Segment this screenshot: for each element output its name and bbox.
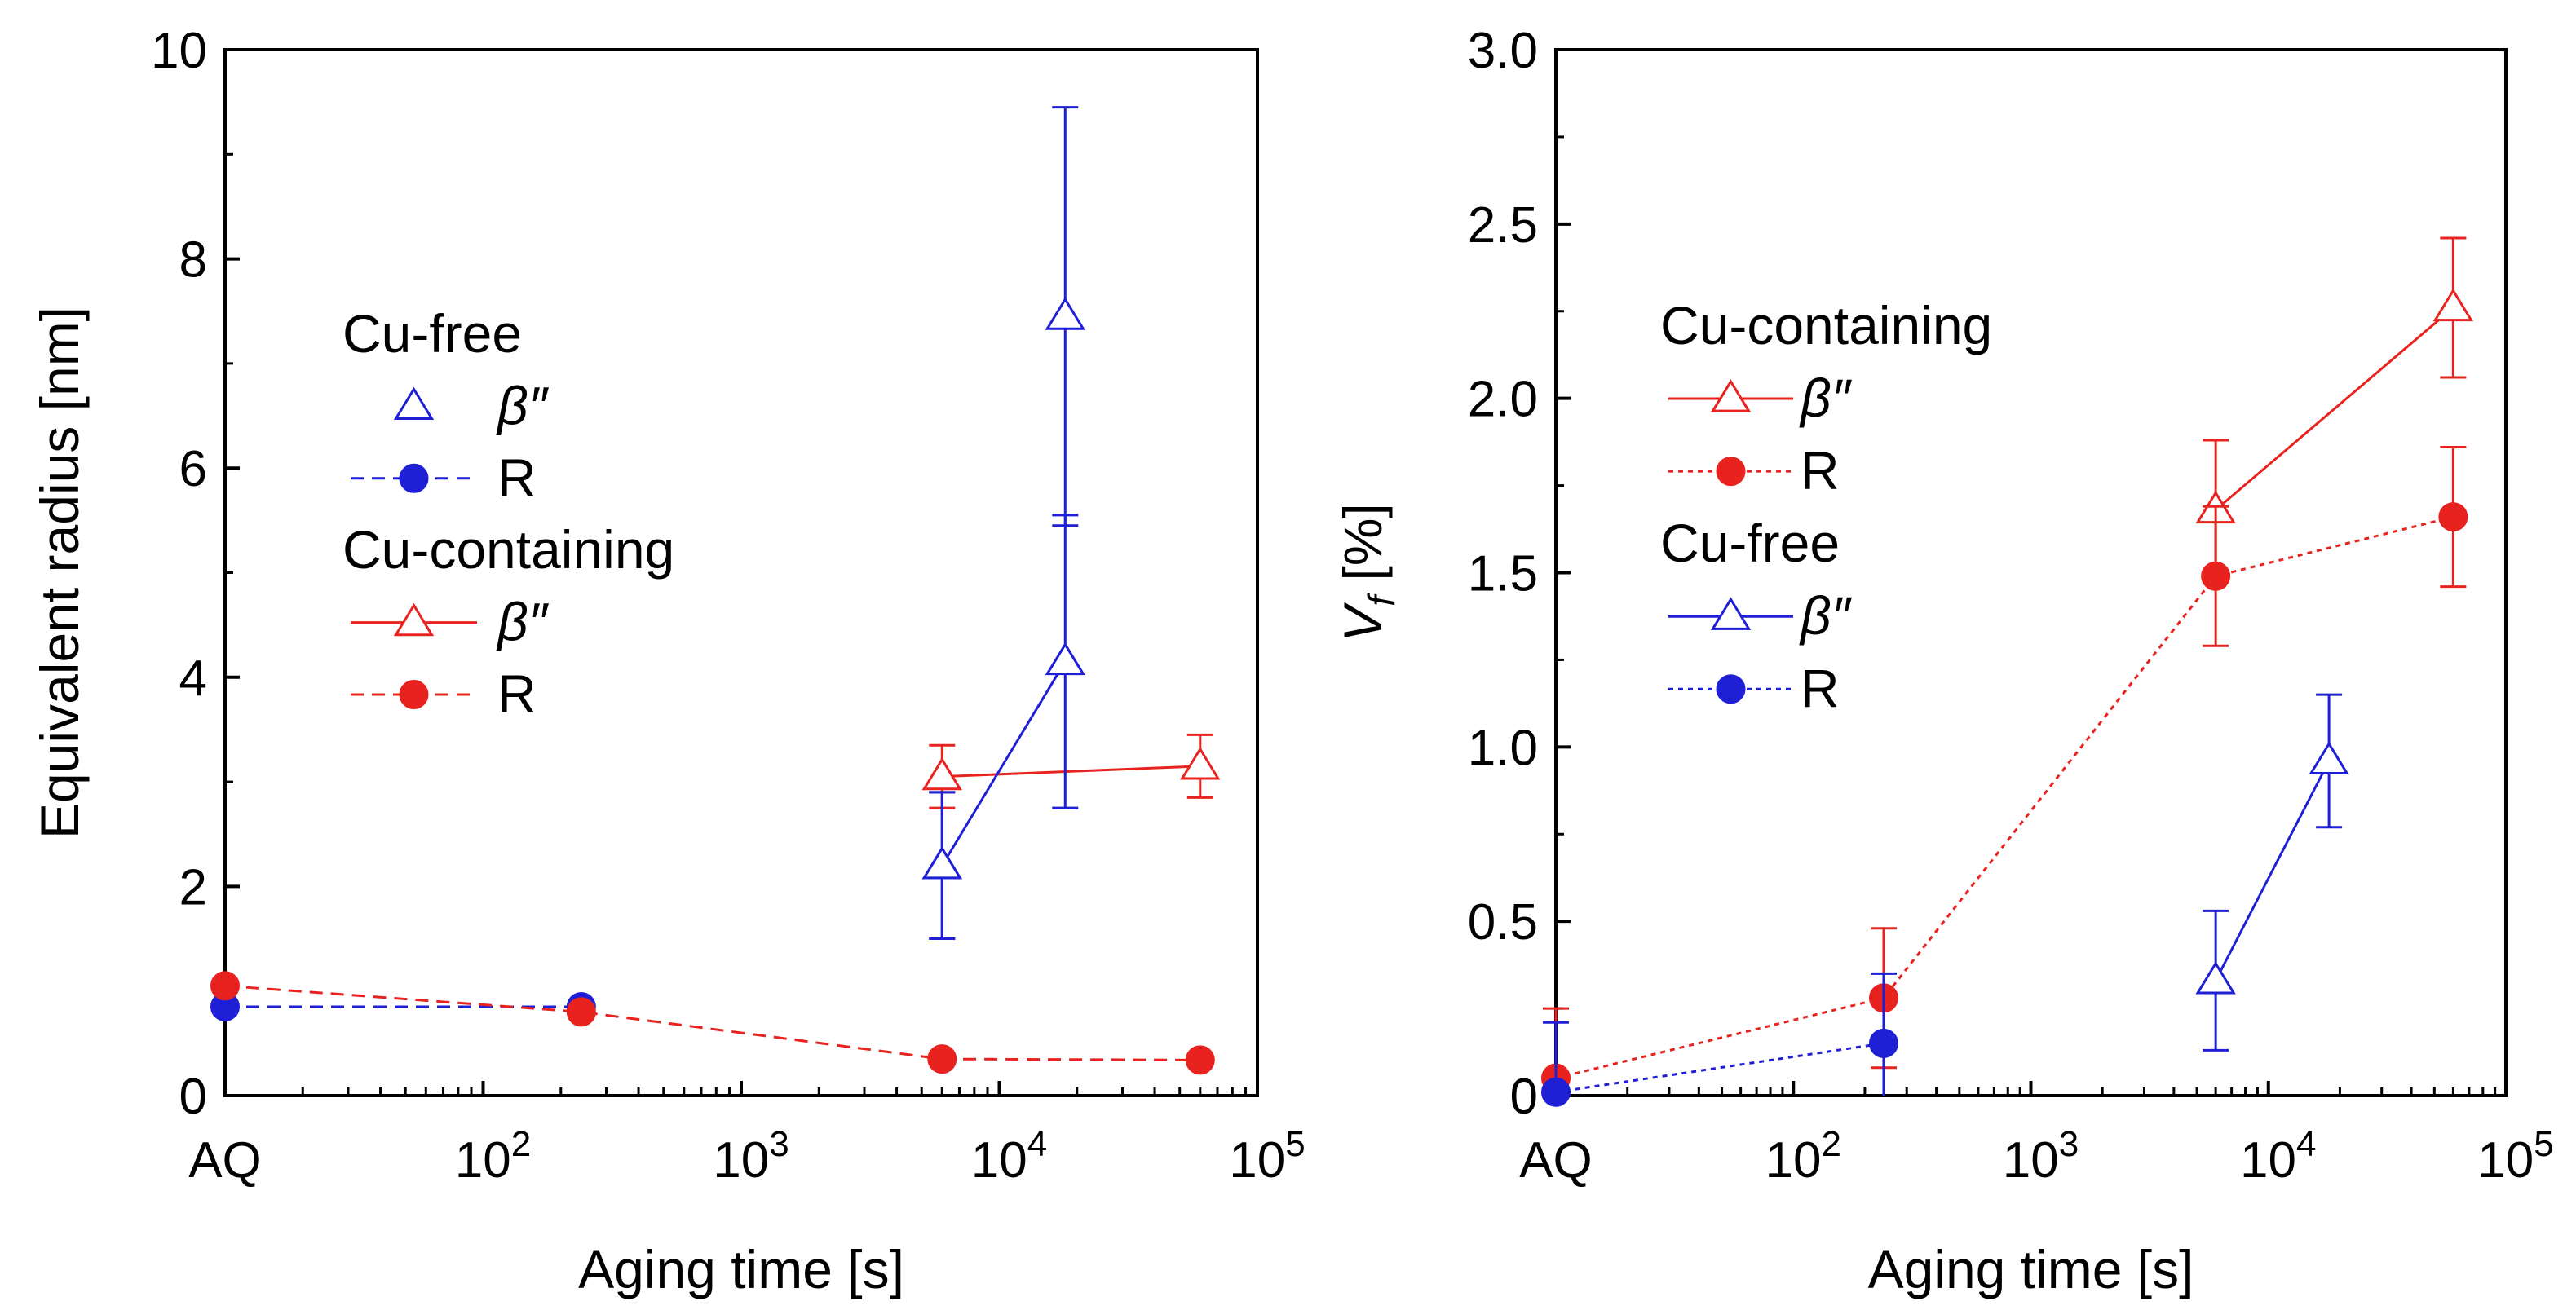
y-tick-label: 2.0	[1468, 372, 1538, 428]
series-line	[942, 765, 1200, 779]
x-tick-label: 102	[455, 1124, 531, 1189]
y-tick-label: 2	[179, 859, 207, 915]
series-cu-free-r	[1541, 972, 1898, 1107]
series-cu-free-second-	[921, 514, 1086, 941]
series-cu-free-r	[210, 991, 596, 1021]
legend-marker	[1716, 674, 1746, 704]
legend-label: R	[497, 448, 537, 508]
legend-marker	[1710, 379, 1752, 412]
series-cu-containing-	[2195, 236, 2474, 581]
legend: Cu-free β″ R Cu-containing β″ R	[342, 303, 674, 724]
data-point	[1180, 746, 1221, 780]
x-tick-label: 103	[713, 1124, 789, 1189]
x-tick-label: 104	[971, 1124, 1047, 1189]
data-point	[1868, 1028, 1898, 1058]
series-line	[2214, 760, 2331, 981]
legend-label: R	[497, 664, 537, 724]
series-line	[941, 660, 1067, 867]
series-line	[1555, 1042, 1885, 1094]
legend-label: β″	[496, 592, 550, 652]
legend-label: R	[1801, 440, 1840, 501]
x-tick-label: 105	[2477, 1124, 2553, 1189]
y-tick-label: 8	[179, 232, 207, 289]
legend-marker	[1716, 457, 1746, 487]
legend-marker	[399, 463, 429, 493]
legend: Cu-containing β″ R Cu-free β″ R	[1660, 295, 1992, 718]
series-line	[224, 984, 1200, 1061]
series-cu-containing-r	[210, 971, 1215, 1075]
y-tick-label: 6	[179, 441, 207, 497]
legend-label: R	[1801, 658, 1840, 718]
y-tick-label: 0	[179, 1069, 207, 1125]
y-tick-label: 0	[1510, 1069, 1538, 1125]
series-cu-free-	[2195, 693, 2349, 1052]
legend-marker	[1710, 597, 1752, 630]
series-line	[1555, 515, 2454, 1080]
series-cu-containing-	[921, 733, 1221, 809]
y-tick-label: 3.0	[1468, 23, 1538, 79]
legend-marker	[393, 386, 435, 421]
series-line	[2215, 307, 2454, 511]
x-axis-title: Aging time [s]	[578, 1239, 904, 1299]
y-axis-title: Equivalent radius [nm]	[29, 307, 90, 839]
legend-header: Cu-containing	[342, 519, 674, 580]
x-axis-title: Aging time [s]	[1868, 1239, 2194, 1299]
panel-volume-fraction: 0 0.5 1.0 1.5 2.0 2.5 3.0 AQ 102 103 104 105 Aging t…	[1332, 23, 2554, 1299]
y-tick-label: 0.5	[1468, 894, 1538, 951]
data-point	[2309, 741, 2349, 775]
panel-equivalent-radius: 0 2 4 6 8 10 AQ 102 103 104 105 Aging time [s] Equiv…	[29, 23, 1306, 1299]
data-point	[1045, 642, 1086, 676]
legend-header: Cu-free	[342, 303, 522, 364]
y-tick-label: 10	[151, 23, 207, 79]
y-tick-label: 4	[179, 651, 207, 707]
data-point	[2201, 561, 2231, 591]
y-tick-label: 1.0	[1468, 720, 1538, 776]
data-point	[1185, 1045, 1215, 1075]
legend-label: β″	[1799, 585, 1853, 646]
y-tick-label: 2.5	[1468, 197, 1538, 254]
data-point	[1045, 297, 1086, 330]
data-point	[921, 756, 963, 791]
series-cu-free-	[921, 106, 1086, 941]
data-point	[2195, 960, 2236, 995]
x-tick-label: 102	[1765, 1124, 1841, 1189]
data-point	[2438, 502, 2468, 532]
x-tick-label: AQ	[1519, 1132, 1593, 1189]
legend-header: Cu-containing	[1660, 295, 1992, 355]
data-point	[921, 845, 963, 880]
x-tick-label: 105	[1229, 1124, 1305, 1189]
x-tick-label: AQ	[188, 1132, 262, 1189]
legend-header: Cu-free	[1660, 513, 1840, 573]
legend-marker	[399, 680, 429, 709]
y-axis-title: Vf [%]	[1332, 503, 1403, 642]
data-point	[927, 1044, 957, 1074]
legend-label: β″	[496, 375, 550, 435]
data-point	[210, 971, 240, 1001]
x-tick-label: 103	[2003, 1124, 2079, 1189]
y-tick-label: 1.5	[1468, 546, 1538, 602]
data-point	[1541, 1077, 1571, 1107]
data-point	[566, 997, 596, 1027]
x-tick-label: 104	[2240, 1124, 2316, 1189]
legend-label: β″	[1799, 368, 1853, 428]
legend-marker	[393, 602, 435, 637]
data-point	[2432, 288, 2474, 322]
